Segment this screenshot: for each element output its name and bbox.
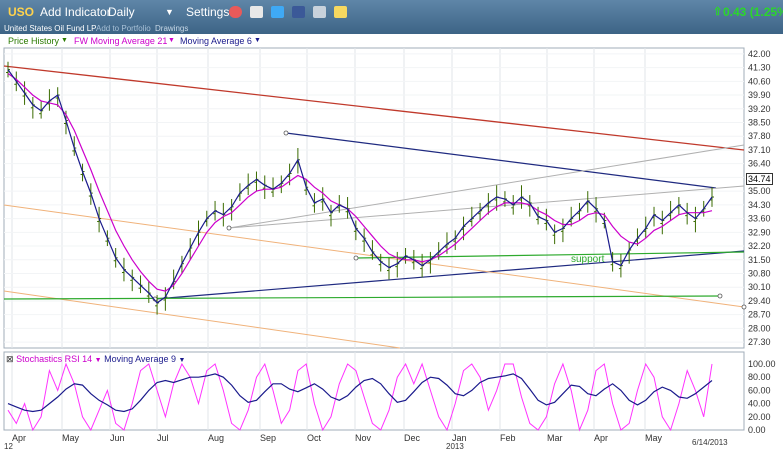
twitter-icon[interactable]: [271, 6, 284, 18]
y-tick-label: 33.60: [748, 214, 771, 224]
y-tick-label: 41.30: [748, 63, 771, 73]
legend-stoch-ma[interactable]: Moving Average 9: [104, 354, 176, 364]
y-tick-label: 37.80: [748, 131, 771, 141]
note-icon[interactable]: [334, 6, 347, 18]
orange-line-lower: [3, 290, 401, 349]
change-label: 0.43 (1.25%): [723, 5, 783, 19]
trendline-anchor: [353, 255, 359, 261]
red-trendline: [3, 65, 745, 151]
y-tick-label: 27.30: [748, 337, 771, 347]
close-icon[interactable]: ⊠: [6, 354, 14, 364]
share-icon[interactable]: [313, 6, 326, 18]
date-label: 6/14/2013: [692, 438, 728, 447]
moving-average-6-line: [7, 69, 713, 304]
x-tick-label: Oct: [307, 433, 322, 443]
y-tick-label: 39.20: [748, 104, 771, 114]
y-tick-label: 31.50: [748, 255, 771, 265]
x-tick-label: May: [645, 433, 663, 443]
stoch-y-tick-label: 80.00: [748, 372, 771, 382]
x-tick-label: Jul: [157, 433, 169, 443]
x-tick-label: Apr: [594, 433, 608, 443]
y-tick-label: 32.90: [748, 227, 771, 237]
orange-line-upper: [3, 204, 745, 308]
x-tick-label: Aug: [208, 433, 224, 443]
symbol-label[interactable]: USO: [8, 5, 35, 19]
y-tick-label: 42.00: [748, 49, 771, 59]
stoch-y-tick-label: 0.00: [748, 425, 766, 435]
x-tick-label: Apr: [12, 433, 26, 443]
y-tick-label: 40.60: [748, 76, 771, 86]
legend-fw-ma[interactable]: FW Moving Average 21: [74, 36, 168, 46]
chevron-down-icon[interactable]: ▼: [165, 7, 174, 17]
legend-stoch[interactable]: Stochastics RSI 14: [16, 354, 93, 364]
gray-channel-upper: [228, 144, 745, 229]
y-tick-label: 30.10: [748, 282, 771, 292]
facebook-icon[interactable]: [292, 6, 305, 18]
stoch-y-tick-label: 60.00: [748, 385, 771, 395]
y-tick-label: 36.40: [748, 159, 771, 169]
year-label-2012: 12: [4, 442, 13, 451]
x-tick-label: May: [62, 433, 80, 443]
trendline-anchor: [717, 293, 723, 299]
fw-moving-average-line: [7, 73, 713, 292]
add-to-portfolio-link[interactable]: Add to Portfolio: [96, 24, 151, 33]
price-panel-frame: [3, 47, 745, 349]
drawings-link[interactable]: Drawings: [155, 24, 189, 33]
legend-price-history[interactable]: Price History: [8, 36, 60, 46]
legend-ma6[interactable]: Moving Average 6: [180, 36, 252, 46]
x-tick-label: Jan: [452, 433, 467, 443]
y-tick-label: 37.10: [748, 145, 771, 155]
chart-legend: Price History ▼ FW Moving Average 21 ▼ M…: [0, 34, 783, 48]
trendline-anchor: [226, 225, 232, 231]
y-tick-label: 39.90: [748, 90, 771, 100]
y-tick-label: 28.70: [748, 310, 771, 320]
trendline-anchor: [741, 304, 747, 310]
chevron-down-icon[interactable]: ▼: [168, 37, 175, 44]
settings-button[interactable]: Settings: [186, 5, 230, 19]
chevron-down-icon[interactable]: ▼: [178, 357, 186, 364]
y-tick-label: 30.80: [748, 268, 771, 278]
y-tick-label: 29.40: [748, 296, 771, 306]
green-baseline: [3, 295, 721, 300]
y-tick-label: 32.20: [748, 241, 771, 251]
x-tick-label: Jun: [110, 433, 125, 443]
support-annotation: support: [571, 254, 605, 265]
add-indicator-button[interactable]: Add Indicator: [40, 5, 111, 19]
x-tick-label: Nov: [355, 433, 372, 443]
chevron-down-icon[interactable]: ▼: [61, 37, 68, 44]
y-tick-label: 38.50: [748, 118, 771, 128]
y-tick-label: 35.00: [748, 186, 771, 196]
navy-trendline-lower: [154, 250, 745, 300]
y-tick-label: 28.00: [748, 323, 771, 333]
print-icon[interactable]: [250, 6, 263, 18]
x-tick-label: Feb: [500, 433, 516, 443]
chevron-down-icon[interactable]: ▼: [254, 37, 261, 44]
change-up-icon: ⇧: [713, 6, 723, 18]
chevron-down-icon[interactable]: ▼: [94, 357, 102, 364]
x-tick-label: Dec: [404, 433, 421, 443]
y-tick-label: 34.30: [748, 200, 771, 210]
support-line: [355, 251, 745, 259]
navy-trendline-upper: [285, 132, 717, 189]
company-name: United States Oil Fund LP: [4, 24, 97, 33]
period-select[interactable]: Daily: [108, 5, 135, 19]
alert-icon[interactable]: [229, 6, 242, 18]
x-tick-label: Mar: [547, 433, 563, 443]
stoch-ma-line: [7, 373, 713, 413]
trendline-anchor: [283, 130, 289, 136]
top-toolbar: USO Add Indicator Daily ▼ Settings ⇧ 0.4…: [0, 0, 783, 34]
stoch-y-tick-label: 20.00: [748, 412, 771, 422]
stoch-y-tick-label: 100.00: [748, 359, 776, 369]
gray-channel-lower: [228, 185, 745, 229]
last-price-badge: 34.74: [746, 173, 773, 185]
stoch-legend: ⊠ Stochastics RSI 14 ▼ Moving Average 9 …: [6, 354, 185, 365]
x-tick-label: Sep: [260, 433, 276, 443]
year-label-2013: 2013: [446, 442, 464, 451]
stoch-y-tick-label: 40.00: [748, 399, 771, 409]
